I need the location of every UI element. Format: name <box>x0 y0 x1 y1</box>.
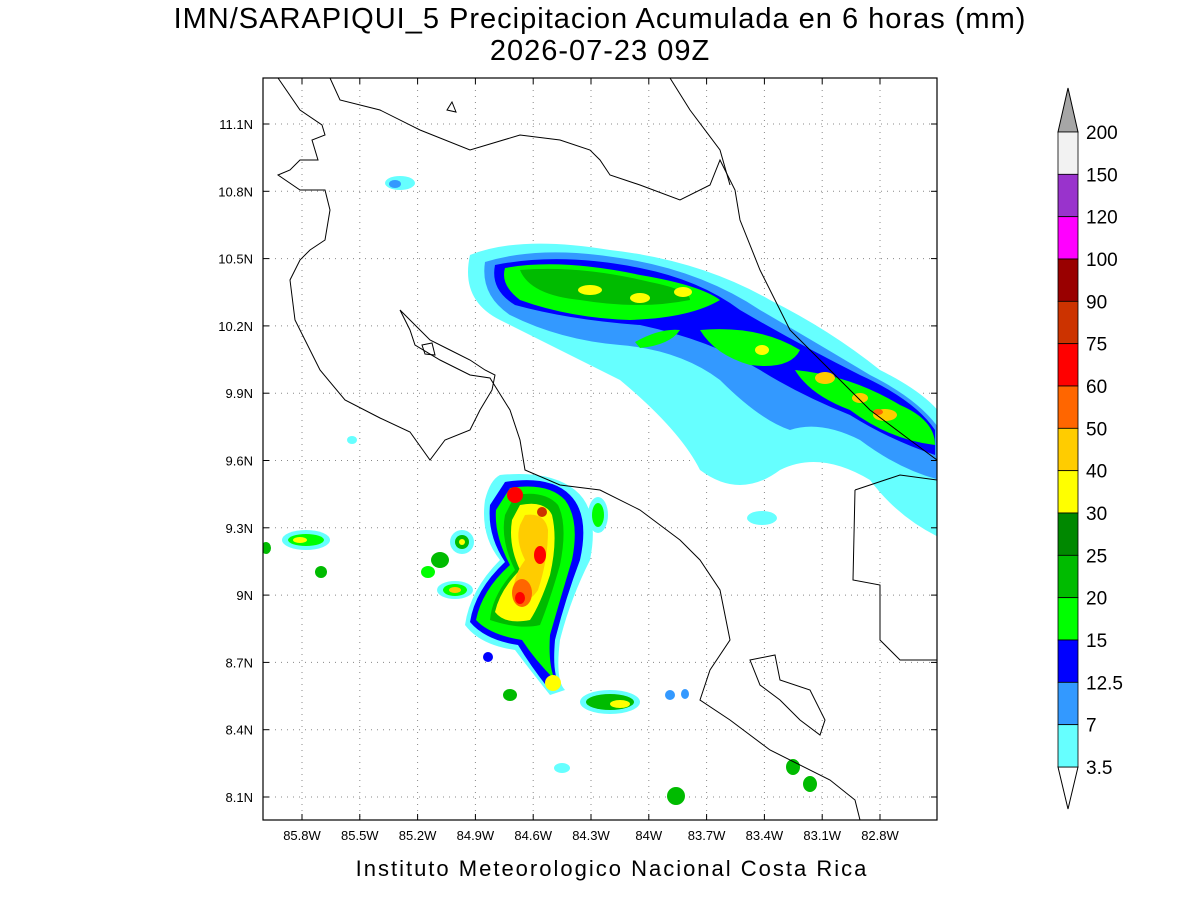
colorbar-label: 40 <box>1086 462 1107 483</box>
colorbar-box <box>1057 554 1079 599</box>
colorbar-box <box>1057 427 1079 472</box>
lon-tick-label: 84.3W <box>572 828 610 843</box>
lon-tick-label: 83.7W <box>688 828 726 843</box>
title: IMN/SARAPIQUI_5 Precipitacion Acumulada … <box>174 3 1027 35</box>
colorbar-label: 15 <box>1086 631 1107 652</box>
lat-tick-label: 9.6N <box>226 454 253 469</box>
rain-band-north <box>468 243 937 537</box>
lat-tick-label: 8.1N <box>226 790 253 805</box>
lon-tick-label: 84.6W <box>514 828 552 843</box>
colorbar-label: 3.5 <box>1086 758 1112 779</box>
colorbar-box <box>1057 597 1079 641</box>
lat-tick-label: 8.4N <box>226 723 253 738</box>
lat-tick-label: 9N <box>236 588 253 603</box>
colorbar-box <box>1057 258 1079 302</box>
colorbar-label: 100 <box>1086 250 1118 271</box>
colorbar-label: 200 <box>1086 123 1118 144</box>
colorbar-label: 20 <box>1086 589 1107 610</box>
colorbar-label: 150 <box>1086 165 1118 186</box>
lat-tick-label: 9.3N <box>226 521 253 536</box>
lat-tick-label: 11.1N <box>219 117 253 132</box>
lat-tick-label: 9.9N <box>226 386 253 401</box>
colorbar-label: 75 <box>1086 335 1107 356</box>
colorbar-box <box>1057 216 1079 260</box>
coastline-north <box>329 78 937 461</box>
rain-cluster-south <box>263 176 817 805</box>
colorbar-label: 25 <box>1086 546 1107 567</box>
colorbar-label: 7 <box>1086 716 1097 737</box>
colorbar: 200 150 120 100 90 75 60 50 40 30 25 20 15 12.5 7 3.5 <box>1057 87 1123 810</box>
coastlines <box>276 78 937 820</box>
precipitation <box>263 176 937 805</box>
footer: Instituto Meteorologico Nacional Costa R… <box>356 856 869 881</box>
lon-tick-label: 85.5W <box>341 828 379 843</box>
colorbar-label: 30 <box>1086 504 1107 525</box>
colorbar-box <box>1057 131 1079 175</box>
colorbar-box <box>1057 173 1079 218</box>
lon-tick-label: 83.1W <box>803 828 841 843</box>
map-frame <box>262 77 938 821</box>
lat-tick-label: 8.7N <box>226 655 253 670</box>
colorbar-box <box>1057 385 1079 429</box>
colorbar-box <box>1057 639 1079 683</box>
lon-tick-label: 83.4W <box>746 828 784 843</box>
lon-tick-label: 85.2W <box>399 828 437 843</box>
axis-ticks: 85.8W 85.5W 85.2W 84.9W 84.6W 84.3W 84W 83.7W 83… <box>218 78 937 843</box>
lat-tick-label: 10.5N <box>218 252 253 267</box>
colorbar-box <box>1057 724 1079 768</box>
lat-tick-label: 10.8N <box>218 184 253 199</box>
peninsula-osa <box>749 654 826 736</box>
colorbar-box <box>1057 300 1079 345</box>
coastline-nicaragua <box>669 78 731 186</box>
colorbar-label: 50 <box>1086 419 1107 440</box>
lon-tick-label: 82.8W <box>861 828 899 843</box>
lat-tick-label: 10.2N <box>218 319 253 334</box>
border-panama <box>852 474 937 661</box>
colorbar-box <box>1057 343 1079 387</box>
subtitle: 2026-07-23 09Z <box>490 35 710 67</box>
colorbar-over <box>1057 87 1079 133</box>
colorbar-box <box>1057 470 1079 514</box>
lon-tick-label: 84W <box>635 828 662 843</box>
colorbar-label: 90 <box>1086 292 1107 313</box>
colorbar-label: 60 <box>1086 377 1107 398</box>
coastline-west <box>276 78 861 820</box>
lon-tick-label: 84.9W <box>457 828 495 843</box>
colorbar-box <box>1057 681 1079 726</box>
colorbar-label: 120 <box>1086 208 1118 229</box>
lon-tick-label: 85.8W <box>283 828 321 843</box>
colorbar-under <box>1057 766 1079 810</box>
islands <box>421 100 457 356</box>
colorbar-label: 12.5 <box>1086 673 1123 694</box>
colorbar-box <box>1057 512 1079 556</box>
